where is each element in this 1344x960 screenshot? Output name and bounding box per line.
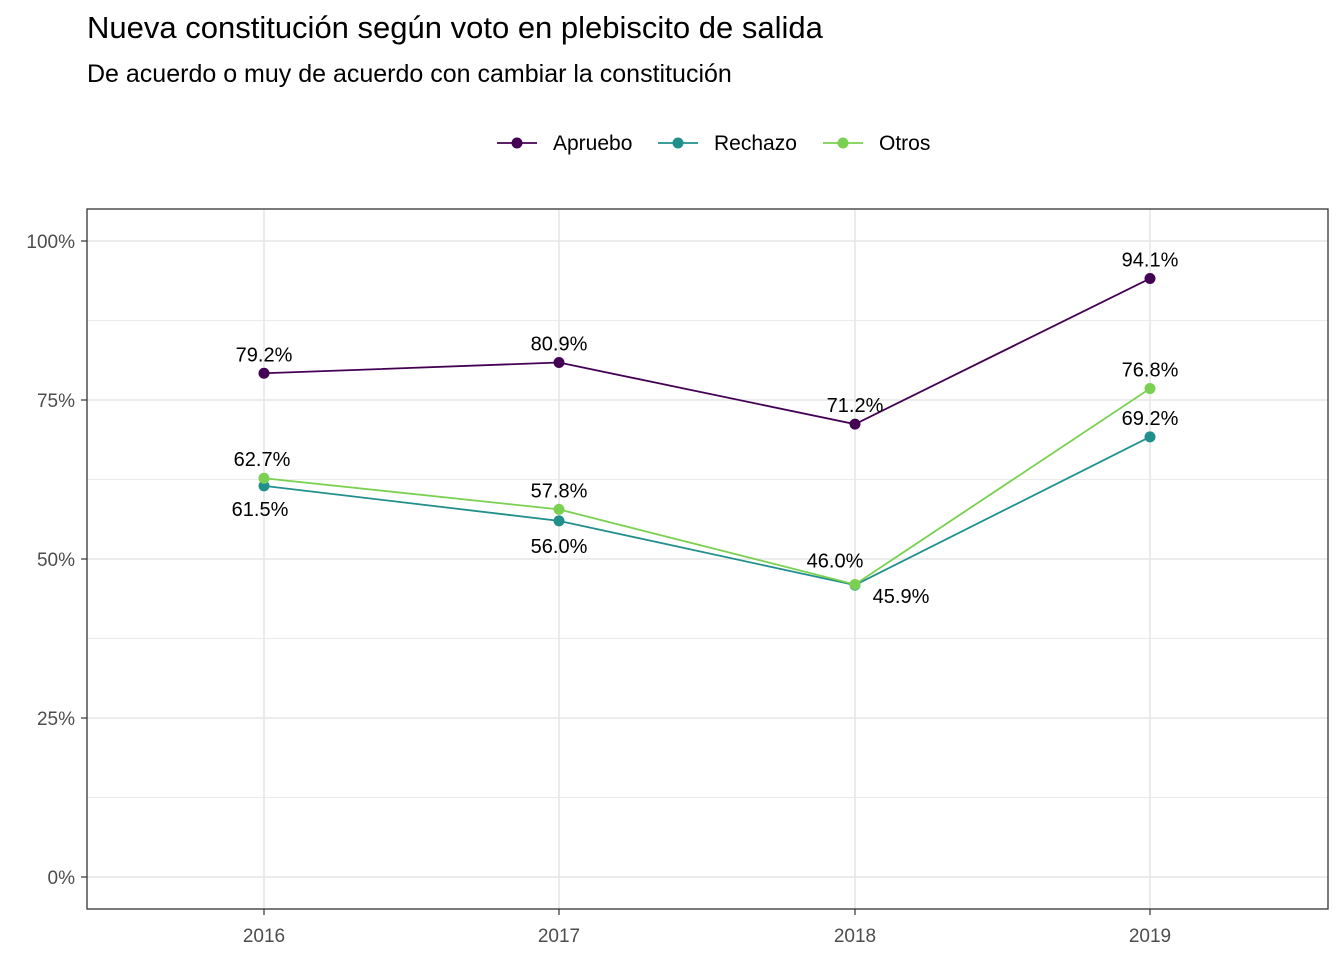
series-line-otros [263, 387, 1151, 586]
y-tick-label: 75% [37, 391, 75, 412]
data-label: 46.0% [807, 550, 864, 572]
data-label: 57.8% [531, 480, 588, 502]
data-point-otros [849, 578, 861, 590]
data-label: 61.5% [232, 499, 289, 521]
data-point-otros [258, 472, 270, 484]
data-point-apruebo [849, 418, 861, 430]
x-tick-label: 2018 [834, 926, 876, 947]
legend-label: Otros [879, 132, 930, 155]
data-label: 71.2% [827, 395, 884, 417]
data-label: 56.0% [531, 536, 588, 558]
chart-title: Nueva constitución según voto en plebisc… [87, 10, 823, 45]
data-label: 80.9% [531, 333, 588, 355]
data-label: 45.9% [873, 586, 930, 608]
data-point-otros [1144, 383, 1156, 395]
data-label: 76.8% [1122, 360, 1179, 382]
legend-label: Rechazo [714, 132, 797, 155]
data-point-apruebo [258, 367, 270, 379]
legend-key-point [837, 137, 849, 149]
panel-border [86, 208, 1329, 910]
y-tick-label: 25% [37, 709, 75, 730]
series-line-rechazo [263, 436, 1151, 587]
data-point-rechazo [258, 480, 270, 492]
data-label: 62.7% [234, 449, 291, 471]
data-point-apruebo [1144, 273, 1156, 285]
x-tick-label: 2019 [1129, 926, 1171, 947]
plot-panel: 0% 25% 50% 75% 100% 2016 2017 2018 2019 79.2% 80.9… [26, 208, 1329, 947]
data-label: 79.2% [236, 344, 293, 366]
y-tick-label: 100% [26, 232, 75, 253]
chart-subtitle: De acuerdo o muy de acuerdo con cambiar … [87, 60, 732, 88]
legend-key-point [511, 137, 523, 149]
y-tick-label: 0% [48, 868, 76, 889]
data-label: 69.2% [1122, 408, 1179, 430]
series-line-apruebo [263, 277, 1151, 426]
data-point-apruebo [553, 356, 565, 368]
y-tick-label: 50% [37, 550, 75, 571]
x-tick-label: 2016 [243, 926, 285, 947]
data-point-otros [553, 503, 565, 515]
data-label: 94.1% [1122, 250, 1179, 272]
data-point-rechazo [553, 515, 565, 527]
legend-key-point [672, 137, 684, 149]
legend-label: Apruebo [553, 132, 632, 155]
legend: Apruebo Rechazo Otros [497, 132, 930, 155]
data-point-rechazo [1144, 431, 1156, 443]
x-tick-label: 2017 [538, 926, 580, 947]
